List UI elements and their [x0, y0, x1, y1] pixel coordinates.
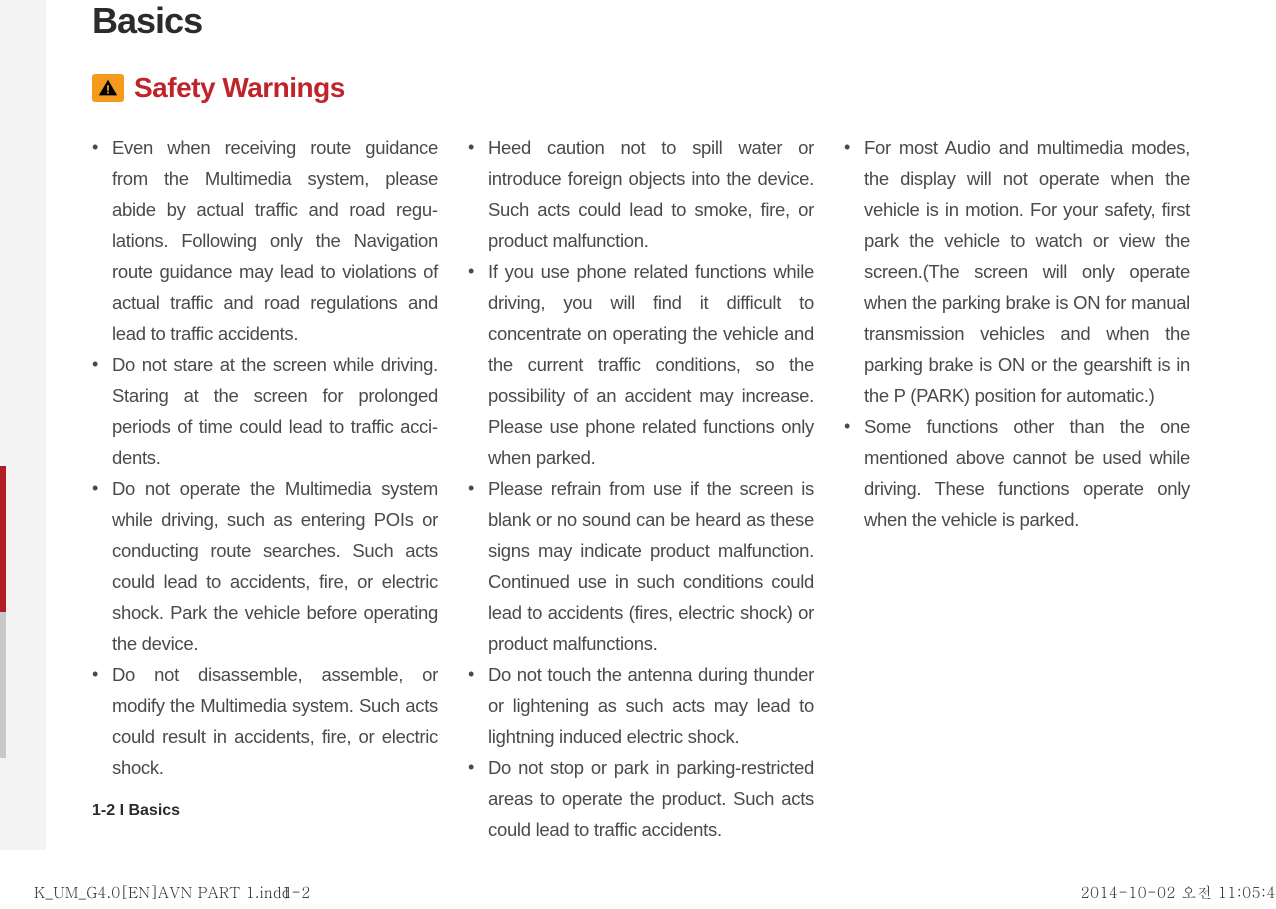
page-title: Basics	[92, 0, 1192, 42]
section-title: Safety Warnings	[134, 72, 345, 104]
print-page-range: 1-2	[282, 882, 311, 903]
manual-page: Basics Safety Warnings Even when receivi…	[0, 0, 1276, 909]
column-1: Even when receiving route guidance from …	[92, 132, 438, 845]
text-columns: Even when receiving route guidance from …	[92, 132, 1192, 845]
list-item: For most Audio and multimedia modes, the…	[844, 132, 1190, 411]
warning-icon-svg	[97, 77, 119, 99]
print-footer: K_UM_G4.0[EN]AVN PART 1.indd 1-2 2014-10…	[0, 874, 1276, 909]
warning-list: Even when receiving route guidance from …	[92, 132, 438, 783]
print-timestamp: 2014-10-02 오전 11:05:4	[1081, 882, 1276, 903]
page-footer-label: 1-2 I Basics	[92, 802, 180, 820]
list-item: Do not touch the antenna during thun­der…	[468, 659, 814, 752]
list-item: Even when receiving route guidance from …	[92, 132, 438, 349]
left-margin-strip	[0, 0, 46, 850]
column-2: Heed caution not to spill water or intro…	[468, 132, 814, 845]
list-item: Some functions other than the one mentio…	[844, 411, 1190, 535]
list-item: Heed caution not to spill water or intro…	[468, 132, 814, 256]
warning-triangle-icon	[92, 74, 124, 102]
page-content: Basics Safety Warnings Even when receivi…	[92, 0, 1192, 845]
column-3: For most Audio and multimedia modes, the…	[844, 132, 1190, 845]
warning-list: For most Audio and multimedia modes, the…	[844, 132, 1190, 535]
list-item: Please refrain from use if the screen is…	[468, 473, 814, 659]
warning-list: Heed caution not to spill water or intro…	[468, 132, 814, 845]
print-filename: K_UM_G4.0[EN]AVN PART 1.indd	[34, 882, 291, 903]
list-item: Do not stare at the screen while driv­in…	[92, 349, 438, 473]
list-item: Do not stop or park in parking-restricte…	[468, 752, 814, 845]
section-header: Safety Warnings	[92, 72, 1192, 104]
list-item: Do not disassemble, assemble, or modify …	[92, 659, 438, 783]
list-item: If you use phone related functions while…	[468, 256, 814, 473]
section-accent-red	[0, 466, 6, 612]
section-accent-grey	[0, 612, 6, 758]
list-item: Do not operate the Multimedia sys­tem wh…	[92, 473, 438, 659]
